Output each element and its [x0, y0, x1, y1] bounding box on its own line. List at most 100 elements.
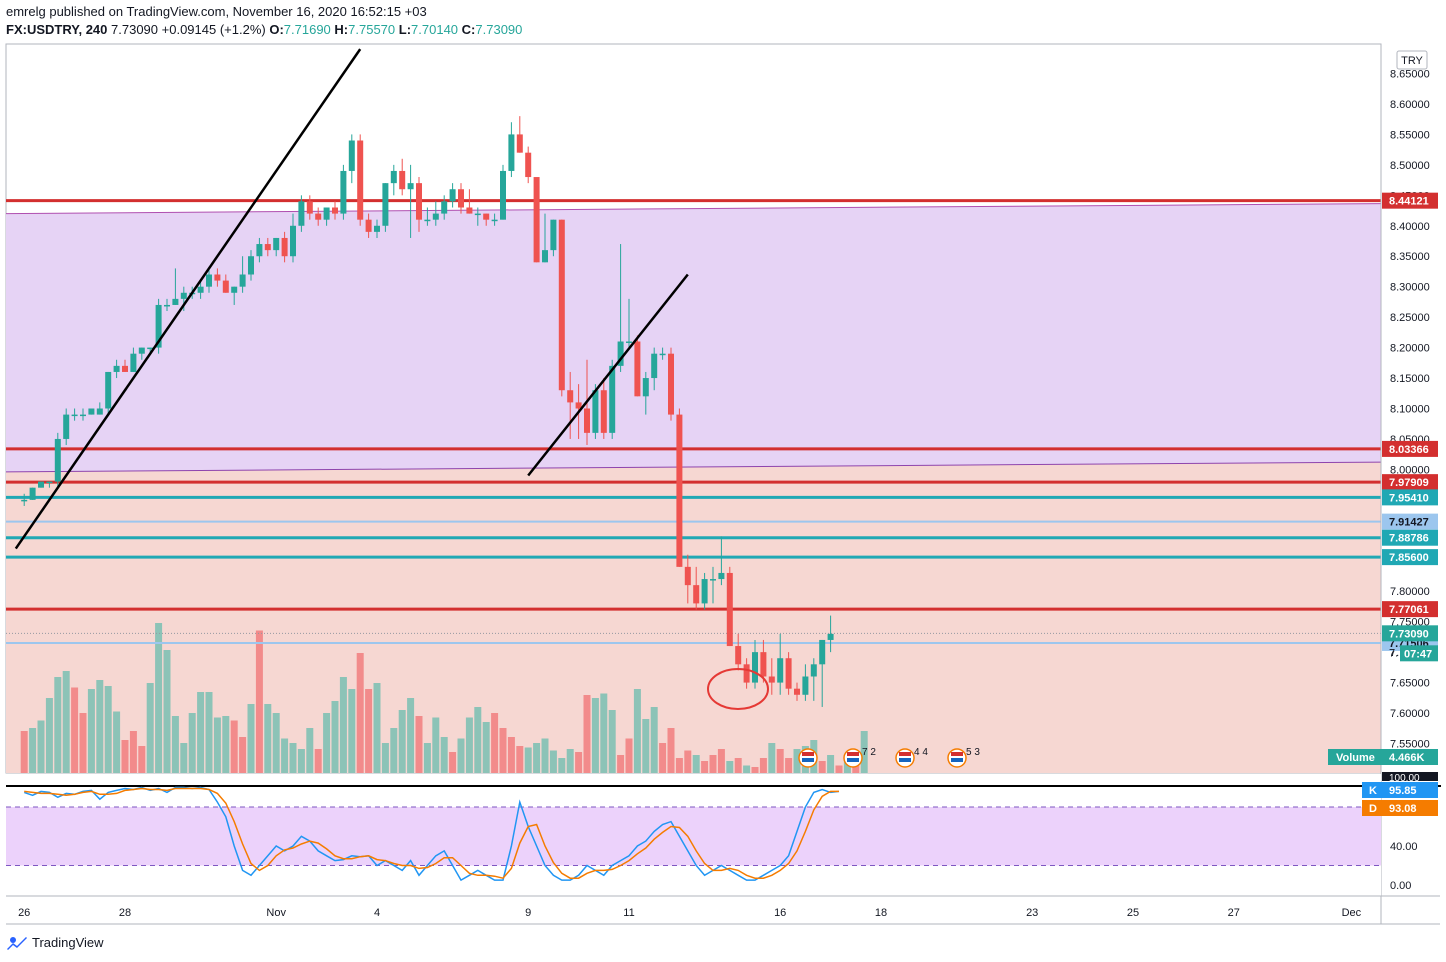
volume-bar: [281, 738, 289, 773]
candle-body: [147, 347, 154, 350]
stoch-top-label-bg: [1382, 772, 1438, 781]
candle-body: [735, 646, 742, 665]
candle-body: [693, 585, 700, 604]
candle-body: [794, 688, 800, 695]
candle-body: [491, 219, 498, 222]
last-price: 7.73090: [111, 22, 159, 37]
candles: [21, 116, 834, 707]
candle-body: [248, 256, 254, 275]
volume-bar: [348, 689, 356, 773]
candle-body: [768, 676, 775, 683]
last-price-badge: [1382, 625, 1438, 642]
candle-body: [701, 579, 708, 604]
footer-brand: TradingView: [32, 934, 104, 950]
volume-bar: [591, 698, 599, 773]
volume-bars: [20, 623, 868, 773]
candle-body: [810, 664, 817, 677]
volume-bar: [407, 698, 415, 773]
close-value: 7.73090: [475, 22, 523, 37]
volume-bar: [474, 707, 482, 773]
candle-body: [256, 244, 263, 257]
tradingview-logo-icon: [7, 937, 27, 950]
volume-bar: [449, 752, 457, 773]
volume-bar: [323, 713, 331, 773]
price-tick: 8.20000: [1390, 343, 1430, 355]
time-tick: 25: [1127, 907, 1139, 919]
time-tick: Nov: [266, 907, 286, 919]
volume-bar: [633, 689, 641, 773]
stoch-value-bg: [1362, 782, 1438, 798]
event-flag-icon: 7 2: [843, 747, 876, 768]
countdown-badge: [1400, 645, 1438, 662]
volume-bar: [743, 765, 751, 773]
volume-bar: [222, 716, 230, 773]
candle-body: [474, 213, 481, 216]
volume-bar: [155, 623, 163, 773]
level-label: 7.88786: [1389, 533, 1429, 545]
candle-body: [46, 481, 53, 484]
volume-bar: [138, 746, 146, 773]
candle-body: [281, 237, 288, 257]
event-flag-icon: 4 4: [895, 747, 928, 768]
volume-bar: [692, 755, 700, 773]
candle-body: [726, 572, 733, 647]
volume-bar: [684, 750, 692, 773]
purple-zone-bottom-line: [5, 461, 1382, 473]
candle-body: [71, 414, 78, 417]
volume-bar: [524, 747, 532, 773]
volume-bar: [423, 743, 431, 773]
volume-bar: [239, 737, 247, 773]
volume-bar: [331, 701, 339, 773]
stoch-value-label: 95.85: [1389, 785, 1417, 797]
candle-body: [29, 487, 36, 500]
candle-body: [424, 219, 431, 222]
candle-body: [592, 390, 599, 433]
volume-bar: [759, 758, 767, 773]
volume-value-bg: [1382, 749, 1438, 765]
level-label: 7.97909: [1389, 477, 1429, 489]
volume-bar: [381, 743, 389, 773]
candle-body: [172, 298, 179, 305]
candle-body: [264, 244, 271, 251]
stoch-series-line: [24, 787, 839, 880]
price-tick: 8.55000: [1390, 129, 1430, 141]
candle-body: [306, 201, 313, 214]
currency-badge: [1396, 50, 1428, 70]
level-label-bg: [1382, 513, 1438, 530]
level-label-bg: [1382, 601, 1438, 618]
level-label: 8.44121: [1389, 196, 1429, 208]
open-value: 7.71690: [283, 22, 331, 37]
price-tick: 7.60000: [1390, 708, 1430, 720]
volume-bar: [776, 749, 784, 773]
candle-body: [214, 274, 221, 281]
trendline: [527, 273, 689, 477]
candle-body: [155, 304, 162, 348]
volume-bar: [113, 711, 121, 773]
volume-bar: [701, 761, 709, 773]
volume-bar: [600, 693, 608, 773]
candle-body: [684, 566, 691, 586]
candle-body: [802, 676, 809, 695]
flag-stripe: [899, 758, 911, 762]
candle-body: [130, 353, 137, 372]
last-price-label: 7.73090: [1389, 628, 1429, 640]
volume-bar: [734, 758, 742, 773]
event-flag-icon: 5 3: [947, 747, 980, 768]
candle-body: [659, 353, 666, 356]
candle-body: [827, 633, 834, 640]
volume-bar: [415, 716, 423, 773]
candle-body: [323, 207, 330, 220]
annotation-ellipse: [707, 668, 769, 710]
volume-bar: [675, 758, 683, 773]
price-tick: 8.00000: [1390, 464, 1430, 476]
candle-body: [340, 170, 347, 214]
candle-body: [231, 286, 238, 293]
volume-bar: [558, 758, 566, 773]
volume-bar: [29, 728, 37, 773]
volume-bar: [575, 752, 583, 773]
candle-body: [164, 304, 170, 307]
volume-bar: [717, 749, 725, 773]
volume-bar: [566, 749, 574, 773]
volume-bar: [373, 683, 381, 773]
